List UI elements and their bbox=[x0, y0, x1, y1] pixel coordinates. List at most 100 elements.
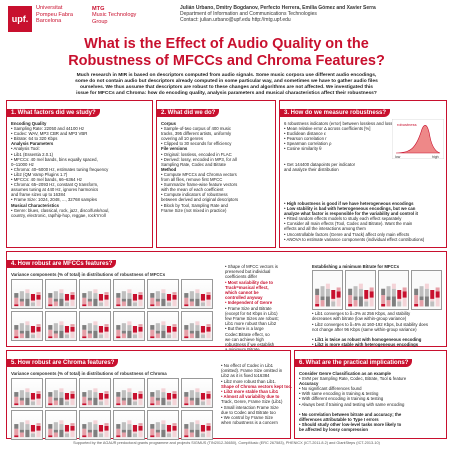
variance-bar-segment bbox=[64, 425, 70, 432]
variance-bar-segment bbox=[155, 323, 160, 331]
variance-bar-segment bbox=[64, 399, 70, 402]
variance-bar-segment bbox=[315, 295, 320, 305]
variance-bar-segment bbox=[200, 425, 206, 432]
variance-bar-segment bbox=[386, 296, 391, 301]
variance-bar-segment bbox=[104, 292, 109, 295]
variance-bar-segment bbox=[19, 429, 24, 433]
variance-bar-segment bbox=[172, 292, 177, 295]
variance-bar-segment bbox=[93, 429, 98, 438]
variance-bar-segment bbox=[64, 433, 70, 438]
variance-bar-segment bbox=[98, 393, 104, 400]
variance-mini-chart bbox=[11, 378, 43, 408]
variance-bar-segment bbox=[402, 291, 407, 298]
variance-bar-segment bbox=[189, 291, 194, 299]
text-line: • SVM per Sampling Rate, Codec, Bitrate,… bbox=[299, 376, 407, 382]
variance-bar-segment bbox=[36, 326, 41, 332]
text-line: • But there is a large bbox=[225, 326, 264, 332]
text-line: few Frame Sizes are robust; bbox=[225, 316, 279, 322]
variance-bar-segment bbox=[82, 336, 87, 339]
text-line: • Lib2 more robust than Lib1. bbox=[221, 378, 277, 384]
variance-bar-segment bbox=[104, 331, 109, 339]
variance-bar-segment bbox=[36, 324, 41, 327]
variance-bar-segment bbox=[104, 294, 109, 300]
variance-bar-segment bbox=[36, 430, 41, 438]
variance-bar-segment bbox=[155, 301, 160, 307]
variance-bar-segment bbox=[25, 388, 30, 393]
mfcc-variance-figures bbox=[7, 277, 217, 343]
variance-bar-segment bbox=[14, 297, 19, 305]
variance-bar-segment bbox=[161, 397, 166, 406]
variance-bar-segment bbox=[104, 391, 109, 394]
university-line: Universitat bbox=[36, 5, 63, 11]
text-line: analyze what factor is responsible for t… bbox=[284, 211, 418, 217]
variance-mini-chart bbox=[45, 410, 77, 440]
variance-bar-segment bbox=[132, 294, 138, 301]
variance-bar-segment bbox=[391, 288, 396, 297]
variance-bar-segment bbox=[36, 292, 41, 295]
mtg-line: MTG bbox=[92, 6, 105, 12]
variance-bar-segment bbox=[116, 428, 121, 436]
text-line: which cannot be bbox=[225, 290, 259, 296]
variance-bar-segment bbox=[59, 388, 64, 393]
variance-bar-segment bbox=[397, 290, 402, 300]
variance-bar-segment bbox=[36, 391, 41, 394]
variance-bar-segment bbox=[206, 326, 211, 332]
variance-bar-segment bbox=[19, 400, 24, 406]
text-line: (omitted). Frame Size omitted in bbox=[221, 368, 283, 374]
text-line: • No correlation between bitrate and acc… bbox=[299, 411, 402, 417]
variance-bar-segment bbox=[93, 397, 98, 406]
variance-bar-segment bbox=[127, 397, 132, 406]
variance-bar-segment bbox=[419, 296, 424, 301]
variance-mini-chart bbox=[11, 410, 43, 440]
authors: Julián Urbano, Dmitry Bogdanov, Perfecto… bbox=[180, 5, 376, 11]
section-factors: 1. What factors did we study? Encoding Q… bbox=[6, 100, 153, 248]
variance-bar-segment bbox=[87, 390, 92, 398]
variance-bar-segment bbox=[70, 326, 75, 332]
variance-bar-segment bbox=[155, 330, 160, 334]
variance-bar-segment bbox=[116, 297, 121, 305]
variance-bar-segment bbox=[93, 330, 98, 339]
text-line: country, electronic, rap/hip-hop, reggae… bbox=[11, 212, 106, 218]
variance-bar-segment bbox=[166, 425, 172, 432]
variance-bar-segment bbox=[48, 403, 53, 406]
chroma-findings: • No effect of Codec in Lib1 (omitted). … bbox=[221, 363, 292, 425]
figure-title: Variance components (% of total) in dist… bbox=[11, 272, 166, 277]
variance-bar-segment bbox=[166, 433, 172, 438]
text-line: • Chroma: 40–5000 Hz, estimates tuning f… bbox=[11, 166, 109, 172]
text-line: Corpus bbox=[161, 121, 177, 126]
variance-bar-segment bbox=[59, 424, 64, 430]
variance-bar-segment bbox=[331, 290, 336, 300]
variance-bar-segment bbox=[19, 390, 24, 398]
text-line: • Should study other low-level tasks mor… bbox=[299, 421, 402, 427]
variance-bar-segment bbox=[19, 397, 24, 401]
variance-bar-segment bbox=[64, 302, 70, 307]
variance-bar-segment bbox=[155, 429, 160, 433]
text-line: when robustness is a concern bbox=[221, 420, 278, 426]
text-line: a minimum Bitrate bbox=[225, 347, 279, 352]
text-line: • Pearson correlation r bbox=[284, 136, 327, 142]
variance-bar-segment bbox=[200, 302, 206, 307]
variance-bar-segment bbox=[161, 392, 166, 398]
variance-bar-segment bbox=[19, 298, 24, 302]
variance-bar-segment bbox=[189, 432, 194, 438]
variance-bar-segment bbox=[70, 331, 75, 339]
variance-mini-chart bbox=[45, 279, 77, 309]
text-line: preserved but individual bbox=[225, 269, 271, 275]
variance-bar-segment bbox=[172, 299, 177, 307]
variance-bar-segment bbox=[424, 288, 429, 297]
text-line: • Cosine similarity θ bbox=[284, 146, 322, 152]
variance-bar-segment bbox=[25, 429, 30, 438]
variance-bar-segment bbox=[161, 289, 166, 294]
section-mfcc: 4. How robust are MFCCs features? Varian… bbox=[6, 251, 447, 352]
section-body: Corpus • Sample-of-two corpus of 400 musi… bbox=[157, 119, 275, 215]
variance-bar-segment bbox=[36, 398, 41, 406]
variance-bar-segment bbox=[104, 425, 109, 431]
variance-bar-segment bbox=[93, 392, 98, 398]
text-line: tracks, 395 different artists, uniformly bbox=[161, 131, 232, 137]
variance-bar-segment bbox=[116, 329, 121, 337]
variance-bar-segment bbox=[64, 431, 70, 434]
variance-bar-segment bbox=[132, 302, 138, 307]
text-line: and analyze their distribution bbox=[284, 166, 339, 172]
variance-bar-segment bbox=[98, 399, 104, 402]
variance-bar-segment bbox=[93, 420, 98, 425]
